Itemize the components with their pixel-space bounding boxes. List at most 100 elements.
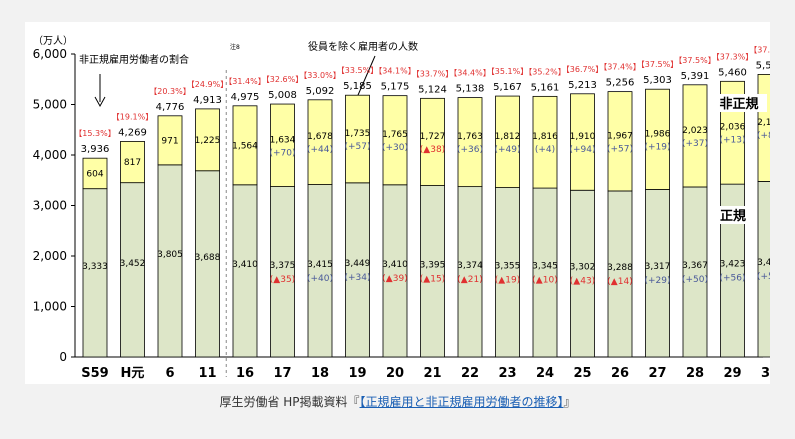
chart-caption: 厚生労働省 HP掲載資料『【正規雇用と非正規雇用労働者の推移】』	[0, 393, 795, 410]
y-tick-label: 2,000	[33, 249, 67, 263]
nonregular-change-label: (+70)	[269, 148, 295, 158]
bar-regular	[307, 184, 333, 358]
nonregular-value-label: 1,816	[532, 132, 558, 142]
total-value-label: 5,124	[418, 84, 447, 95]
y-tick-label: 6,000	[33, 47, 67, 61]
bar-nonregular	[120, 141, 145, 184]
regular-change-label: (▲21)	[457, 275, 482, 285]
ratio-label: 【33.0%】	[299, 71, 340, 80]
regular-change-label: (▲15)	[420, 274, 445, 284]
regular-change-label: (+56)	[719, 274, 745, 284]
total-value-label: 5,185	[343, 81, 372, 92]
nonregular-change-label: (▲38)	[420, 145, 445, 155]
bar-nonregular	[270, 103, 295, 187]
x-tick-label: 24	[536, 366, 554, 381]
bar-nonregular	[645, 88, 670, 190]
bar-regular	[457, 186, 483, 358]
regular-value-label: 3,333	[82, 262, 108, 272]
total-value-label: 5,092	[306, 86, 335, 97]
bar-regular	[607, 190, 633, 358]
nonregular-change-label: (+44)	[307, 145, 333, 155]
ratio-label: 【33.7%】	[412, 69, 453, 78]
bar-nonregular	[345, 94, 370, 184]
ratio-label: 【19.1%】	[112, 112, 153, 121]
bar-regular	[420, 185, 445, 358]
regular-value-label: 3,355	[495, 261, 521, 271]
x-tick-label: 23	[498, 366, 516, 381]
y-tick-label: 4,000	[33, 148, 67, 162]
nonregular-tag: 非正規	[719, 96, 758, 112]
regular-value-label: 3,452	[120, 259, 146, 269]
ratio-label: 【37.3%】	[712, 52, 753, 61]
nonregular-change-label: (+49)	[494, 145, 520, 155]
regular-change-label: (▲43)	[570, 277, 595, 287]
ratio-label: 【24.9%】	[187, 80, 228, 89]
nonregular-change-label: (+4)	[535, 145, 555, 155]
x-tick-label: 18	[311, 366, 329, 381]
total-value-label: 5,008	[268, 90, 297, 101]
regular-change-label: (+53)	[757, 272, 770, 282]
x-tick-label: S59	[81, 366, 108, 381]
bar-regular	[682, 186, 708, 358]
caption-prefix: 厚生労働省 HP掲載資料『	[219, 395, 360, 409]
bar-nonregular	[420, 97, 445, 186]
regular-change-label: (▲35)	[270, 275, 295, 285]
x-tick-label: 25	[573, 366, 591, 381]
ratio-label: 【31.4%】	[224, 77, 265, 86]
nonregular-value-label: 1,564	[232, 141, 258, 151]
nonregular-value-label: 1,967	[607, 131, 633, 141]
ratio-label: 【37.4%】	[599, 63, 640, 72]
y-unit-label: （万人）	[33, 35, 73, 47]
regular-change-label: (▲10)	[532, 276, 557, 286]
bar-regular	[532, 187, 558, 358]
regular-value-label: 3,395	[420, 260, 446, 270]
nonregular-change-label: (+84)	[757, 131, 770, 141]
bar-nonregular	[457, 97, 483, 188]
nonregular-change-label: (+19)	[644, 142, 670, 152]
x-tick-label: 26	[611, 366, 629, 381]
nonregular-change-label: (+57)	[607, 144, 633, 154]
nonregular-change-label: (+57)	[344, 142, 370, 152]
ratio-label: 【37.5%】	[674, 56, 715, 65]
regular-change-label: (+40)	[307, 274, 333, 284]
regular-change-label: (▲19)	[495, 275, 520, 285]
nonregular-value-label: 2,120	[757, 118, 770, 128]
bar-nonregular	[232, 105, 258, 186]
regular-value-label: 3,288	[607, 263, 633, 273]
regular-value-label: 3,302	[570, 263, 596, 273]
ratio-label: 【35.1%】	[487, 67, 528, 76]
caption-link[interactable]: 【正規雇用と非正規雇用労働者の推移】	[359, 395, 564, 409]
nonregular-value-label: 1,225	[195, 136, 221, 146]
regular-value-label: 3,410	[232, 260, 258, 270]
nonregular-value-label: 1,986	[645, 129, 671, 139]
y-tick-label: 3,000	[33, 199, 67, 213]
regular-value-label: 3,688	[195, 253, 221, 263]
regular-value-label: 3,345	[532, 262, 558, 272]
nonregular-value-label: 1,727	[420, 132, 446, 142]
regular-value-label: 3,476	[757, 258, 770, 268]
x-tick-label: 21	[423, 366, 441, 381]
total-value-label: 3,936	[81, 144, 110, 155]
ratio-label: 【34.1%】	[374, 67, 415, 76]
total-value-label: 4,269	[118, 127, 147, 138]
total-value-label: 5,596	[756, 60, 770, 71]
nonregular-value-label: 604	[86, 169, 103, 179]
ratio-label: 【33.5%】	[337, 66, 378, 75]
nonregular-value-label: 1,634	[270, 135, 296, 145]
ratio-label: 【34.4%】	[449, 69, 490, 78]
bar-regular	[232, 184, 258, 358]
bar-regular	[382, 184, 408, 358]
x-tick-label: H元	[121, 366, 145, 381]
ratio-label: 【36.7%】	[562, 65, 603, 74]
nonregular-value-label: 1,812	[495, 132, 521, 142]
bar-nonregular	[682, 84, 708, 188]
regular-change-label: (+34)	[344, 273, 370, 283]
bar-regular	[645, 189, 670, 358]
nonregular-value-label: 1,765	[382, 130, 408, 140]
regular-value-label: 3,367	[682, 261, 708, 271]
ratio-label: 【35.2%】	[524, 67, 565, 76]
total-value-label: 5,167	[493, 82, 522, 93]
bar-regular	[82, 188, 108, 358]
regular-tag: 正規	[720, 209, 746, 224]
x-tick-label: 30	[761, 366, 770, 381]
